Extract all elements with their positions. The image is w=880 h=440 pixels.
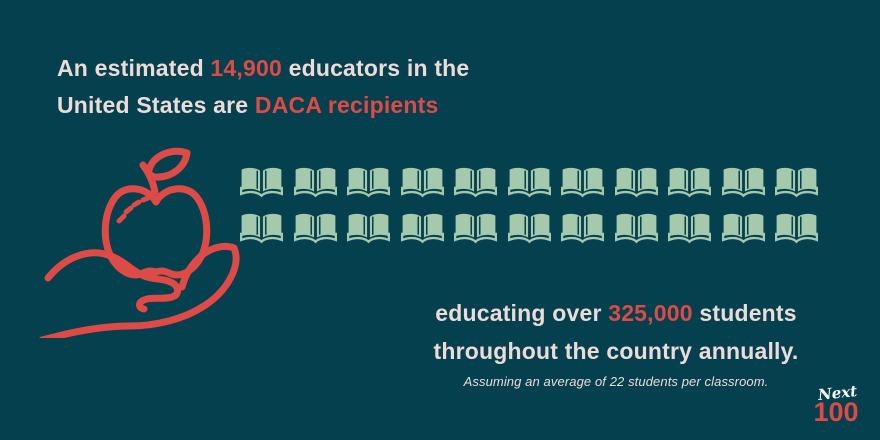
open-book-icon [346,211,391,247]
open-book-svg [400,213,444,244]
stats-line-2: throughout the country annually. [433,338,799,364]
open-book-icon [667,165,712,201]
open-book-icon [774,165,819,201]
book-grid [239,165,819,247]
stats-text: educating over [435,300,609,326]
open-book-icon [346,165,391,201]
headline-text: educators in the [281,55,470,81]
stats-text: students [692,300,797,326]
open-book-svg [400,167,444,198]
open-book-icon [667,211,712,247]
open-book-svg [453,213,498,244]
open-book-icon [453,211,498,247]
open-book-icon [507,165,552,201]
open-book-svg [614,167,658,198]
open-book-svg [560,167,605,198]
open-book-icon [400,165,445,201]
open-book-icon [400,211,445,247]
headline-line-2: United States are DACA recipients [57,87,469,124]
open-book-icon [507,211,552,247]
open-book-icon [614,165,659,201]
open-book-icon [560,211,605,247]
open-book-svg [293,213,337,244]
headline-text: United States are [57,92,255,118]
logo-next-script: Next [817,382,859,404]
open-book-svg [667,167,712,198]
open-book-icon [614,211,659,247]
open-book-icon [721,211,766,247]
open-book-svg [346,167,391,198]
apple-in-hand-icon [36,146,248,344]
open-book-svg [453,167,498,198]
open-book-svg [239,213,284,244]
headline-highlight-educator-count: 14,900 [210,55,282,81]
headline: An estimated 14,900 educators in the Uni… [57,50,469,124]
headline-text: An estimated [57,55,211,81]
open-book-icon [293,211,338,247]
open-book-icon [560,165,605,201]
headline-highlight-daca: DACA recipients [254,92,439,118]
open-book-svg [614,213,658,244]
stats-footnote: Assuming an average of 22 students per c… [463,374,769,389]
open-book-svg [293,167,337,198]
open-book-icon [721,165,766,201]
open-book-svg [507,167,551,198]
open-book-svg [507,213,551,244]
open-book-icon [293,165,338,201]
open-book-svg [667,213,712,244]
open-book-svg [721,167,765,198]
open-book-svg [560,213,605,244]
open-book-icon [239,165,284,201]
apple-in-hand-svg [38,147,240,344]
next100-logo: Next 100 [803,382,869,427]
stats-highlight-student-count: 325,000 [608,300,693,326]
open-book-svg [239,167,284,198]
stats-block: educating over 325,000 students througho… [370,294,862,390]
headline-line-1: An estimated 14,900 educators in the [57,50,469,87]
open-book-icon [453,165,498,201]
open-book-svg [346,213,391,244]
logo-100-text: 100 [813,397,859,427]
stats-line-1: educating over 325,000 students [370,294,862,332]
open-book-svg [774,167,819,198]
open-book-icon [239,211,284,247]
open-book-icon [774,211,819,247]
open-book-svg [774,213,819,244]
open-book-svg [721,213,765,244]
